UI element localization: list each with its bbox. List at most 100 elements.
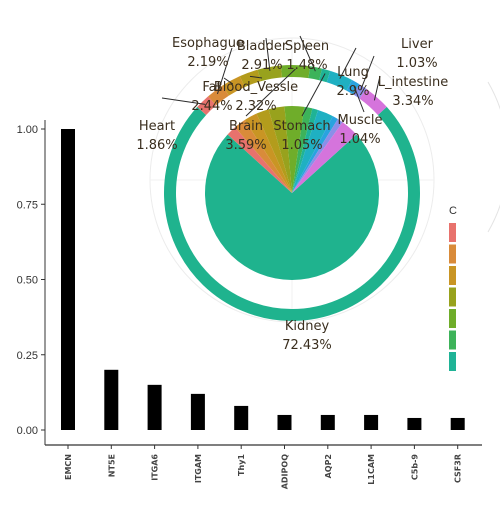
pie-label-name: Fat — [202, 80, 221, 95]
pie-label-name: Brain — [229, 119, 263, 134]
legend-title: C — [449, 205, 457, 217]
pie-slice-l_intestine — [292, 122, 357, 193]
bar-adipoq — [277, 414, 292, 430]
pie-slice-lung — [292, 109, 333, 193]
y-tick-label: 0.50 — [17, 275, 38, 287]
pie-label-value: 3.34% — [392, 94, 433, 109]
legend-swatch — [449, 309, 456, 328]
y-tick-label: 0.25 — [17, 350, 38, 362]
legend-swatch — [449, 330, 456, 350]
ring-segment-brain — [280, 65, 311, 79]
bar-itgam — [190, 393, 205, 430]
leader-line — [265, 37, 271, 72]
x-tick-label: Thy1 — [237, 454, 246, 476]
x-tick-label: ITGA6 — [151, 454, 160, 481]
pie-slice-kidney — [205, 134, 379, 280]
bar-chart-axes — [44, 120, 482, 446]
y-tick-label: 0.75 — [17, 199, 38, 211]
y-tick-label: 0.00 — [17, 425, 38, 437]
x-tick-label: ITGAM — [194, 454, 203, 483]
legend: C — [449, 205, 457, 371]
bar-aqp2 — [320, 414, 335, 430]
leader-line — [245, 68, 296, 117]
pie-label-value: 2.44% — [191, 99, 232, 114]
x-tick-label: EMCN — [64, 454, 73, 480]
pie-slice-spleen — [292, 106, 313, 193]
x-tick-label: NT5E — [107, 454, 116, 477]
legend-swatch — [449, 287, 456, 307]
pie-series — [205, 106, 379, 280]
x-tick-label: C5b-9 — [410, 454, 419, 480]
pie-slice-blood_vessle — [256, 109, 292, 193]
bar-thy1 — [234, 405, 249, 430]
bar-nt5e — [104, 369, 119, 430]
x-tick-label: AQP2 — [324, 454, 333, 478]
pie-slice-liver — [292, 119, 343, 193]
ring-segment-blood_vessle — [239, 69, 261, 88]
pie-label-name: Heart — [139, 119, 175, 134]
pie-slice-bladder — [268, 106, 292, 193]
pie-label-name: Muscle — [338, 113, 383, 128]
ring-segment-l_intestine — [359, 88, 387, 116]
ring-segment-bladder — [257, 65, 283, 82]
pie-slice-esophague — [234, 120, 292, 193]
leader-line — [301, 73, 326, 117]
x-tick-label: ADIPOQ — [281, 454, 290, 489]
pie-outer-ring — [164, 65, 420, 321]
pie-slice-fat — [244, 113, 292, 193]
pie-slice-brain — [284, 106, 305, 193]
ring-segment-heart — [197, 96, 217, 116]
leader-line — [373, 75, 381, 101]
leader-line — [299, 35, 316, 72]
pie-label-name: Kidney — [285, 319, 330, 334]
legend-swatch — [449, 244, 456, 264]
leader-line — [216, 47, 233, 95]
pie-label-value: 1.48% — [286, 58, 327, 73]
leader-line — [223, 77, 234, 85]
pie-slice-heart — [227, 127, 292, 193]
legend-swatch — [449, 266, 456, 285]
pie-slice-stomach — [292, 108, 319, 193]
pie-label-value: 1.86% — [136, 138, 177, 153]
y-tick-label: 1.00 — [17, 124, 38, 136]
ring-segment-liver — [353, 84, 367, 99]
pie-label-value: 1.04% — [339, 132, 380, 147]
pie-slice-muscle — [292, 116, 338, 193]
pie-label-value: 2.91% — [241, 58, 282, 73]
leader-line — [360, 55, 375, 90]
pie-leader-lines — [161, 35, 381, 117]
pie-label-name: Esophague — [172, 36, 244, 51]
leader-line — [161, 97, 206, 105]
pie-label-value: 2.32% — [235, 99, 276, 114]
ring-segment-lung — [326, 70, 353, 91]
pie-label-name: Bladder — [237, 39, 288, 54]
legend-swatch — [449, 223, 456, 242]
leader-line — [353, 85, 365, 113]
bar-csf3r — [450, 417, 465, 430]
bar-c5b-9 — [407, 417, 422, 430]
x-tick-label: L1CAM — [367, 454, 376, 485]
pie-label-name: Spleen — [285, 39, 329, 54]
pie-label-name: Lung — [337, 65, 369, 80]
pie-label-name: Blood_Vessle — [214, 80, 298, 95]
pie-label-value: 2.9% — [336, 84, 369, 99]
pie-label-value: 3.59% — [225, 138, 266, 153]
right-edge-arc — [487, 81, 500, 233]
ring-segment-fat — [222, 76, 245, 96]
bar-itga6 — [147, 384, 162, 430]
bar-l1cam — [364, 414, 379, 430]
x-tick-label: CSF3R — [454, 454, 463, 483]
pie-label-value: 1.05% — [281, 138, 322, 153]
leader-line — [339, 47, 357, 79]
pie-label-value: 2.19% — [187, 55, 228, 70]
pie-label-value: 1.03% — [396, 56, 437, 71]
pie-labels: Kidney 72.43% Heart 1.86% Esophague 2.19% Fat 2… — [136, 36, 448, 353]
bar-series — [61, 129, 465, 430]
ring-segment-muscle — [346, 79, 360, 95]
ring-segment-spleen — [308, 66, 323, 81]
ring-segment-kidney — [164, 106, 420, 321]
leader-line — [249, 75, 263, 79]
legend-swatch — [449, 352, 456, 371]
pie-label-name: L_intestine — [378, 75, 448, 90]
